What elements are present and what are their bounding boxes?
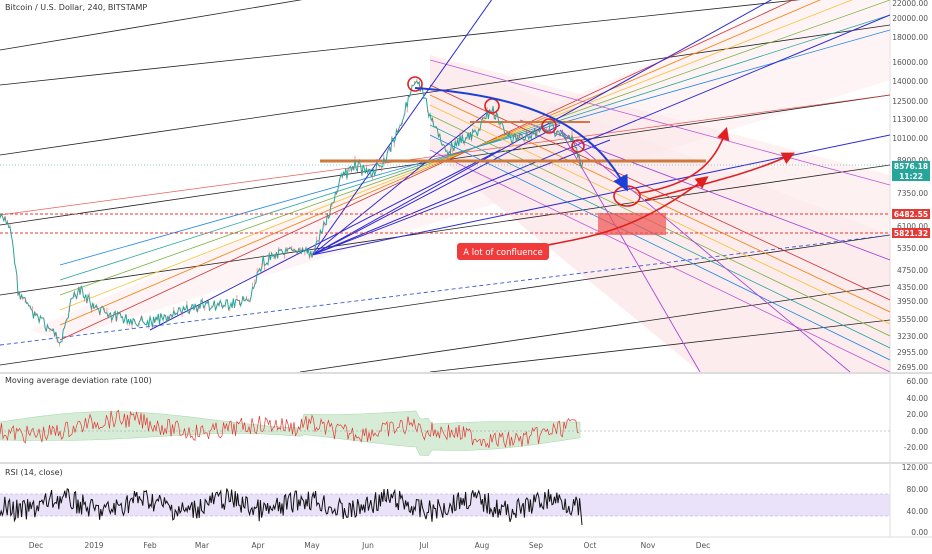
madr-band: [0, 410, 581, 457]
time-tick-label: Sep: [529, 541, 543, 550]
price-tick-label: 4750.00: [897, 266, 928, 275]
rsi-band: [0, 494, 890, 516]
time-tick-label: May: [304, 541, 320, 550]
projected-drop-arrow: [414, 87, 628, 192]
price-tick-label: 7350.00: [897, 189, 928, 198]
price-tick-label: 22000.00: [892, 0, 928, 8]
annotation-pointer-arrow: [547, 176, 709, 246]
time-tick-label: Feb: [143, 541, 157, 550]
price-tick-label: 10100.00: [892, 134, 928, 143]
price-tick-label: 18000.00: [892, 33, 928, 42]
price-badge: [892, 171, 930, 181]
rsi-tick-label: 80.00: [907, 485, 929, 494]
price-tick-label: 12500.00: [892, 97, 928, 106]
price-tick-label: 11300.00: [892, 115, 928, 124]
time-tick-label: Oct: [584, 541, 597, 550]
price-badge: [892, 161, 930, 171]
madr-pane[interactable]: [0, 409, 890, 457]
madr-tick-label: 40.00: [907, 394, 929, 403]
price-badge-label: 11:22: [899, 172, 923, 181]
price-badge: [892, 209, 930, 219]
time-tick-label: Dec: [696, 541, 711, 550]
time-tick-label: Nov: [641, 541, 656, 550]
price-badge-label: 8576.18: [894, 162, 928, 171]
price-tick-label: 3230.00: [897, 332, 928, 341]
price-tick-label: 2955.00: [897, 348, 928, 357]
price-badge: [892, 228, 930, 238]
madr-line: [0, 409, 580, 449]
rsi-pane[interactable]: [0, 488, 890, 526]
annotation-confluence[interactable]: A lot of confluence: [457, 243, 549, 260]
rsi-tick-label: 120.00: [902, 463, 928, 472]
bounce-arrow-short: [639, 126, 730, 194]
bounce-arrow-long: [644, 152, 795, 201]
madr-axis[interactable]: 60.00 40.00 20.00 0.00 -20.00: [904, 377, 928, 452]
uptrend-zone: [30, 0, 890, 340]
price-axis[interactable]: 22000.00 20000.00 18000.00 16000.00 14000.00…: [892, 0, 928, 372]
madr-tick-label: 0.00: [911, 427, 928, 436]
time-tick-label: Aug: [475, 541, 490, 550]
rsi-axis[interactable]: 120.00 80.00 40.00 0.00: [902, 463, 928, 537]
pitchfork-zone-upper: [430, 55, 890, 235]
rsi-line: [0, 488, 583, 526]
price-tick-label: 20000.00: [892, 14, 928, 23]
price-tick-label: 2695.00: [897, 363, 928, 372]
time-tick-label: 2019: [84, 541, 103, 550]
longterm-support-dashed: [0, 234, 890, 346]
annotation-text: A lot of confluence: [463, 248, 543, 258]
rsi-tick-label: 0.00: [911, 528, 928, 537]
price-tick-label: 14000.00: [892, 77, 928, 86]
time-tick-label: Jul: [418, 541, 428, 550]
madr-tick-label: -20.00: [904, 443, 928, 452]
purple-fan-rays: [519, 119, 890, 372]
time-tick-label: Apr: [252, 541, 266, 550]
price-tick-label: 5350.00: [897, 244, 928, 253]
price-tick-label: 3550.00: [897, 315, 928, 324]
time-tick-label: Jun: [361, 541, 374, 550]
rainbow-uptrend-fan: [0, 0, 890, 341]
price-tick-label: 6100.00: [897, 222, 928, 231]
price-series-wicks: [0, 79, 584, 347]
price-tick-label: 8900.00: [897, 156, 928, 165]
time-tick-label: Mar: [195, 541, 210, 550]
rsi-tick-label: 40.00: [907, 507, 929, 516]
price-tick-label: 4350.00: [897, 283, 928, 292]
blue-fan-rays: [149, 0, 890, 331]
time-axis[interactable]: Dec 2019 Feb Mar Apr May Jun Jul Aug Sep Oct Nov Dec: [29, 541, 711, 550]
madr-tick-label: 20.00: [907, 410, 929, 419]
rsi-title: RSI (14, close): [5, 468, 63, 477]
price-badge-label: 6482.55: [894, 210, 928, 219]
madr-title: Moving average deviation rate (100): [5, 376, 152, 385]
price-tick-label: 3950.00: [897, 297, 928, 306]
price-badge-label: 5821.32: [894, 229, 928, 238]
symbol-title: Bitcoin / U.S. Dollar, 240, BITSTAMP: [5, 3, 148, 12]
madr-tick-label: 60.00: [907, 377, 929, 386]
price-pane[interactable]: [0, 0, 890, 372]
price-tick-label: 16000.00: [892, 58, 928, 67]
time-tick-label: Dec: [29, 541, 44, 550]
